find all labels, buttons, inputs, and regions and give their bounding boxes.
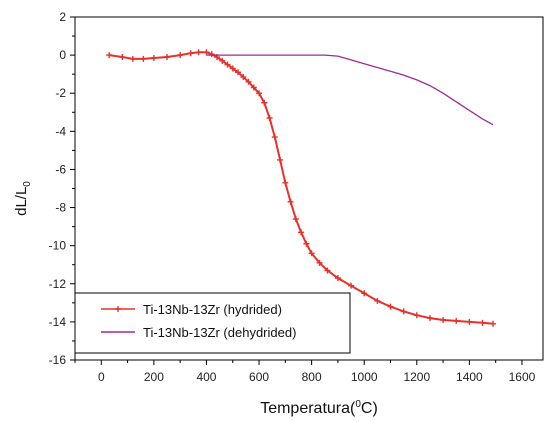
y-tick-label: -12 [49,277,67,291]
series-line [109,52,493,324]
data-point [277,157,283,163]
data-point [164,54,170,60]
data-point [293,216,299,222]
y-tick-label: -16 [49,353,67,367]
x-tick-label: 800 [302,370,322,384]
data-point [401,308,407,314]
y-axis-title: dL/L0 [13,181,33,216]
data-point [151,55,157,61]
data-point [414,312,420,318]
data-point [119,54,125,60]
data-point [427,315,433,321]
y-tick-label: -14 [49,315,67,329]
x-tick-label: 200 [144,370,164,384]
series-1 [106,49,496,327]
data-point [453,318,459,324]
x-axis-title: Temperatura(0C) [260,399,378,417]
y-axis-title-main: dL/L [13,187,30,216]
data-point [130,56,136,62]
x-tick-label: 1200 [403,370,430,384]
data-point [298,229,304,235]
data-point [272,134,278,140]
legend-label: Ti-13Nb-13Zr (hydrided) [143,302,282,317]
data-point [288,199,294,205]
legend: Ti-13Nb-13Zr (hydrided) Ti-13Nb-13Zr (deh… [75,293,350,353]
x-axis-title-main: Temperatura( [260,400,356,417]
x-tick-label: 1400 [456,370,483,384]
data-point [388,304,394,310]
series-2 [207,55,494,125]
series-line [207,55,494,125]
x-tick-label: 0 [98,370,105,384]
x-tick-label: 1600 [509,370,536,384]
y-axis-title-sub: 0 [22,181,33,187]
data-point [480,320,486,326]
series-layer [106,49,496,327]
data-point [188,50,194,56]
y-tick-label: -6 [55,162,66,176]
data-point [203,49,209,55]
y-tick-label: -10 [49,239,67,253]
data-point [466,319,472,325]
data-point [177,52,183,58]
x-tick-label: 1000 [351,370,378,384]
data-point [140,56,146,62]
y-tick-label: 2 [59,10,66,24]
data-point [490,321,496,327]
x-tick-label: 400 [196,370,216,384]
data-point [282,180,288,186]
y-tick-label: -8 [55,201,66,215]
data-point [267,115,273,121]
x-tick-label: 600 [249,370,269,384]
data-point [106,52,112,58]
y-tick-label: 0 [59,48,66,62]
data-point [440,317,446,323]
y-tick-label: -2 [55,86,66,100]
legend-label: Ti-13Nb-13Zr (dehydrided) [143,325,296,340]
y-tick-label: -4 [55,124,66,138]
data-point [196,49,202,55]
x-axis-title-tail: C) [361,400,378,417]
